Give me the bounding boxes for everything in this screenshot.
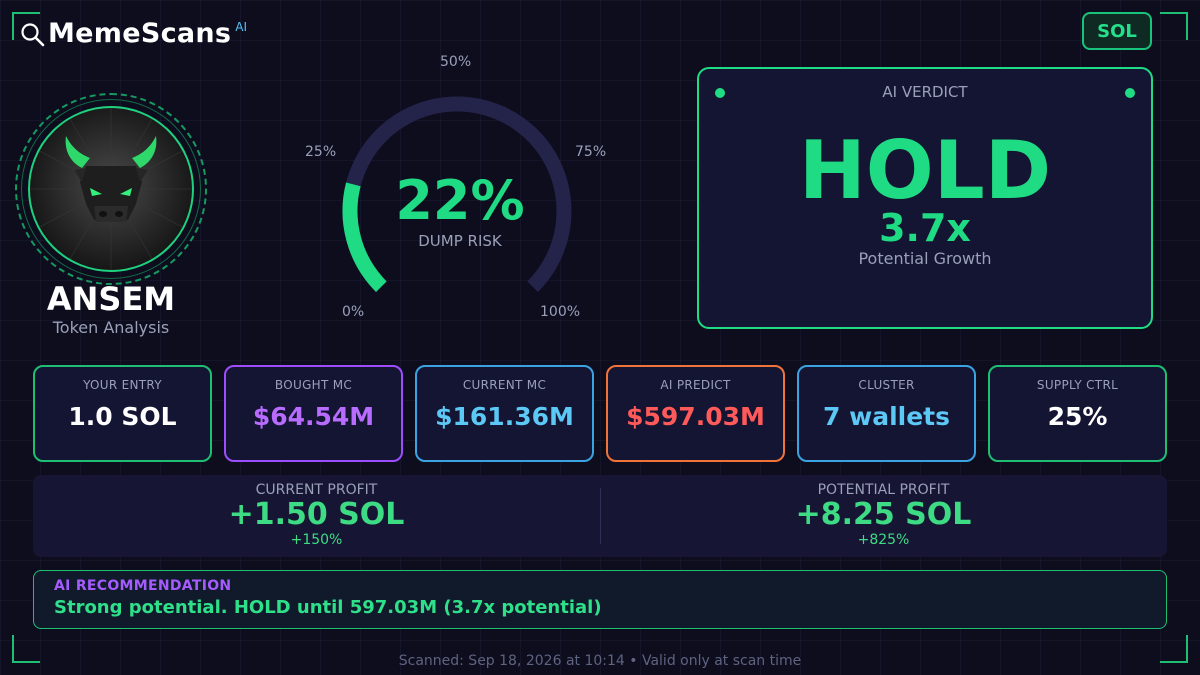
scan-footer: Scanned: Sep 18, 2026 at 10:14 • Valid o… (398, 653, 802, 669)
brand-ai-badge: AI (235, 20, 248, 34)
verdict-dot-right (1125, 88, 1135, 98)
brand-logo: MemeScans AI (20, 18, 247, 50)
gauge-tick-100: 100% (540, 304, 581, 320)
corner-bracket-top-left (12, 12, 40, 40)
token-name: ANSEM (46, 280, 176, 318)
stat-value: $161.36M (435, 402, 574, 431)
bull-head-icon (30, 108, 192, 270)
gauge-fill (342, 182, 387, 292)
gauge-tick-75: 75% (575, 144, 607, 160)
potential-profit-value: +8.25 SOL (795, 497, 972, 532)
token-avatar (28, 106, 194, 272)
stat-label: SUPPLY CTRL (1036, 378, 1119, 392)
stat-card-entry: YOUR ENTRY 1.0 SOL (33, 365, 212, 462)
stats-row: YOUR ENTRY 1.0 SOL BOUGHT MC $64.54M CUR… (33, 365, 1167, 462)
stat-value: $597.03M (626, 402, 765, 431)
stat-label: CURRENT MC (462, 378, 547, 392)
stat-label: YOUR ENTRY (83, 378, 162, 392)
stat-value: 7 wallets (823, 402, 950, 431)
current-profit-percent: +150% (290, 531, 343, 548)
dump-risk-gauge: 50% 25% 75% 0% 100% 22% DUMP RISK (290, 48, 630, 328)
current-profit: CURRENT PROFIT +1.50 SOL +150% (33, 475, 600, 557)
dump-risk-label: DUMP RISK (418, 232, 502, 250)
verdict-action: HOLD (798, 124, 1052, 217)
verdict-header: AI VERDICT (882, 83, 968, 101)
gauge-tick-50: 50% (440, 54, 472, 70)
stat-card-current-mc: CURRENT MC $161.36M (415, 365, 594, 462)
stat-card-supply-ctrl: SUPPLY CTRL 25% (988, 365, 1167, 462)
stat-card-bought-mc: BOUGHT MC $64.54M (224, 365, 403, 462)
ai-verdict-card: AI VERDICT HOLD 3.7x Potential Growth (697, 67, 1153, 329)
gauge-tick-0: 0% (342, 304, 365, 320)
potential-profit-percent: +825% (857, 531, 910, 548)
profit-divider (600, 488, 601, 544)
verdict-multiplier: 3.7x (879, 206, 971, 250)
stat-label: BOUGHT MC (274, 378, 353, 392)
potential-profit-label: POTENTIAL PROFIT (817, 482, 950, 498)
avatar-inner-ring (21, 99, 201, 279)
corner-bracket-bottom-right (1160, 635, 1188, 663)
stat-label: AI PREDICT (660, 378, 731, 392)
stat-card-cluster: CLUSTER 7 wallets (797, 365, 976, 462)
dump-risk-value: 22% (395, 169, 525, 232)
corner-bracket-top-right (1160, 12, 1188, 40)
stat-label: CLUSTER (858, 378, 915, 392)
current-profit-label: CURRENT PROFIT (255, 482, 378, 498)
verdict-subtitle: Potential Growth (858, 249, 992, 268)
token-avatar-frame (15, 93, 207, 285)
profit-panel: CURRENT PROFIT +1.50 SOL +150% POTENTIAL… (33, 475, 1167, 557)
gauge-tick-25: 25% (305, 144, 337, 160)
ai-recommendation: AI RECOMMENDATION Strong potential. HOLD… (33, 570, 1167, 629)
avatar-dashed-ring (15, 93, 207, 285)
corner-bracket-bottom-left (12, 635, 40, 663)
stat-value: $64.54M (252, 402, 375, 431)
search-icon (21, 23, 45, 47)
potential-profit: POTENTIAL PROFIT +8.25 SOL +825% (600, 475, 1167, 557)
verdict-dot-left (715, 88, 725, 98)
token-subtitle: Token Analysis (52, 318, 170, 337)
stat-value: 1.0 SOL (68, 402, 177, 431)
chain-badge[interactable]: SOL (1082, 12, 1152, 50)
recommendation-text: Strong potential. HOLD until 597.03M (3.… (54, 597, 602, 618)
recommendation-title: AI RECOMMENDATION (54, 578, 232, 594)
stat-value: 25% (1047, 402, 1108, 431)
stat-card-ai-predict: AI PREDICT $597.03M (606, 365, 785, 462)
current-profit-value: +1.50 SOL (228, 497, 405, 532)
brand-name: MemeScans (48, 18, 232, 49)
